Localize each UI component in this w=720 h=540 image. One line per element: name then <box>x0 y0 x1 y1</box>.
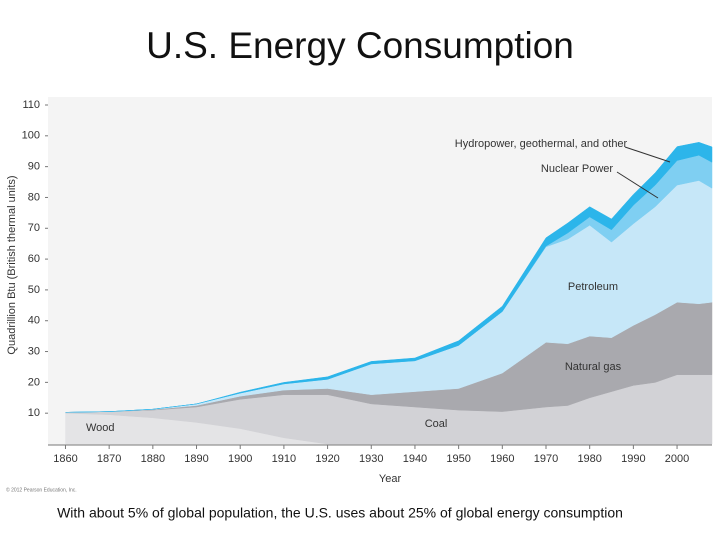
series-label: Natural gas <box>565 361 622 373</box>
x-tick-label: 1960 <box>490 453 514 465</box>
series-label: Coal <box>425 418 448 430</box>
hydro-pointer <box>624 146 671 163</box>
x-tick-label: 1920 <box>315 453 339 465</box>
x-tick-label: 1950 <box>446 453 470 465</box>
copyright-note: © 2012 Pearson Education, Inc. <box>6 486 77 493</box>
y-tick-label: 20 <box>28 376 40 388</box>
y-tick-label: 80 <box>28 191 40 203</box>
x-tick-label: 1860 <box>53 453 77 465</box>
x-tick-label: 1880 <box>141 453 165 465</box>
area <box>65 142 713 413</box>
x-tick-label: 1910 <box>272 453 296 465</box>
x-tick-label: 1870 <box>97 453 121 465</box>
plot-area <box>65 142 713 445</box>
series-label: Wood <box>86 422 115 434</box>
series-label: Nuclear Power <box>541 163 613 175</box>
x-tick-label: 1930 <box>359 453 383 465</box>
y-tick-label: 30 <box>28 345 40 357</box>
caption: With about 5% of global population, the … <box>57 505 623 521</box>
series-label: Hydropower, geothermal, and other <box>455 138 628 150</box>
y-tick-label: 70 <box>28 222 40 234</box>
y-tick-label: 40 <box>28 315 40 327</box>
x-tick-label: 2000 <box>665 453 689 465</box>
x-tick-label: 1990 <box>621 453 645 465</box>
x-tick-label: 1980 <box>577 453 601 465</box>
x-tick-label: 1900 <box>228 453 252 465</box>
y-tick-label: 10 <box>28 407 40 419</box>
chart-title: U.S. Energy Consumption <box>146 25 574 66</box>
x-tick-label: 1890 <box>184 453 208 465</box>
x-tick-label: 1940 <box>403 453 427 465</box>
series-label: Petroleum <box>568 281 618 293</box>
y-tick-label: 90 <box>28 161 40 173</box>
y-tick-label: 50 <box>28 284 40 296</box>
x-axis-label: Year <box>379 473 402 485</box>
nuclear-pointer <box>616 171 659 199</box>
y-tick-label: 100 <box>22 130 40 142</box>
y-tick-label: 60 <box>28 253 40 265</box>
x-tick-label: 1970 <box>534 453 558 465</box>
y-axis-label: Quadrillion Btu (British thermal units) <box>6 175 18 354</box>
y-tick-label: 110 <box>22 99 40 111</box>
